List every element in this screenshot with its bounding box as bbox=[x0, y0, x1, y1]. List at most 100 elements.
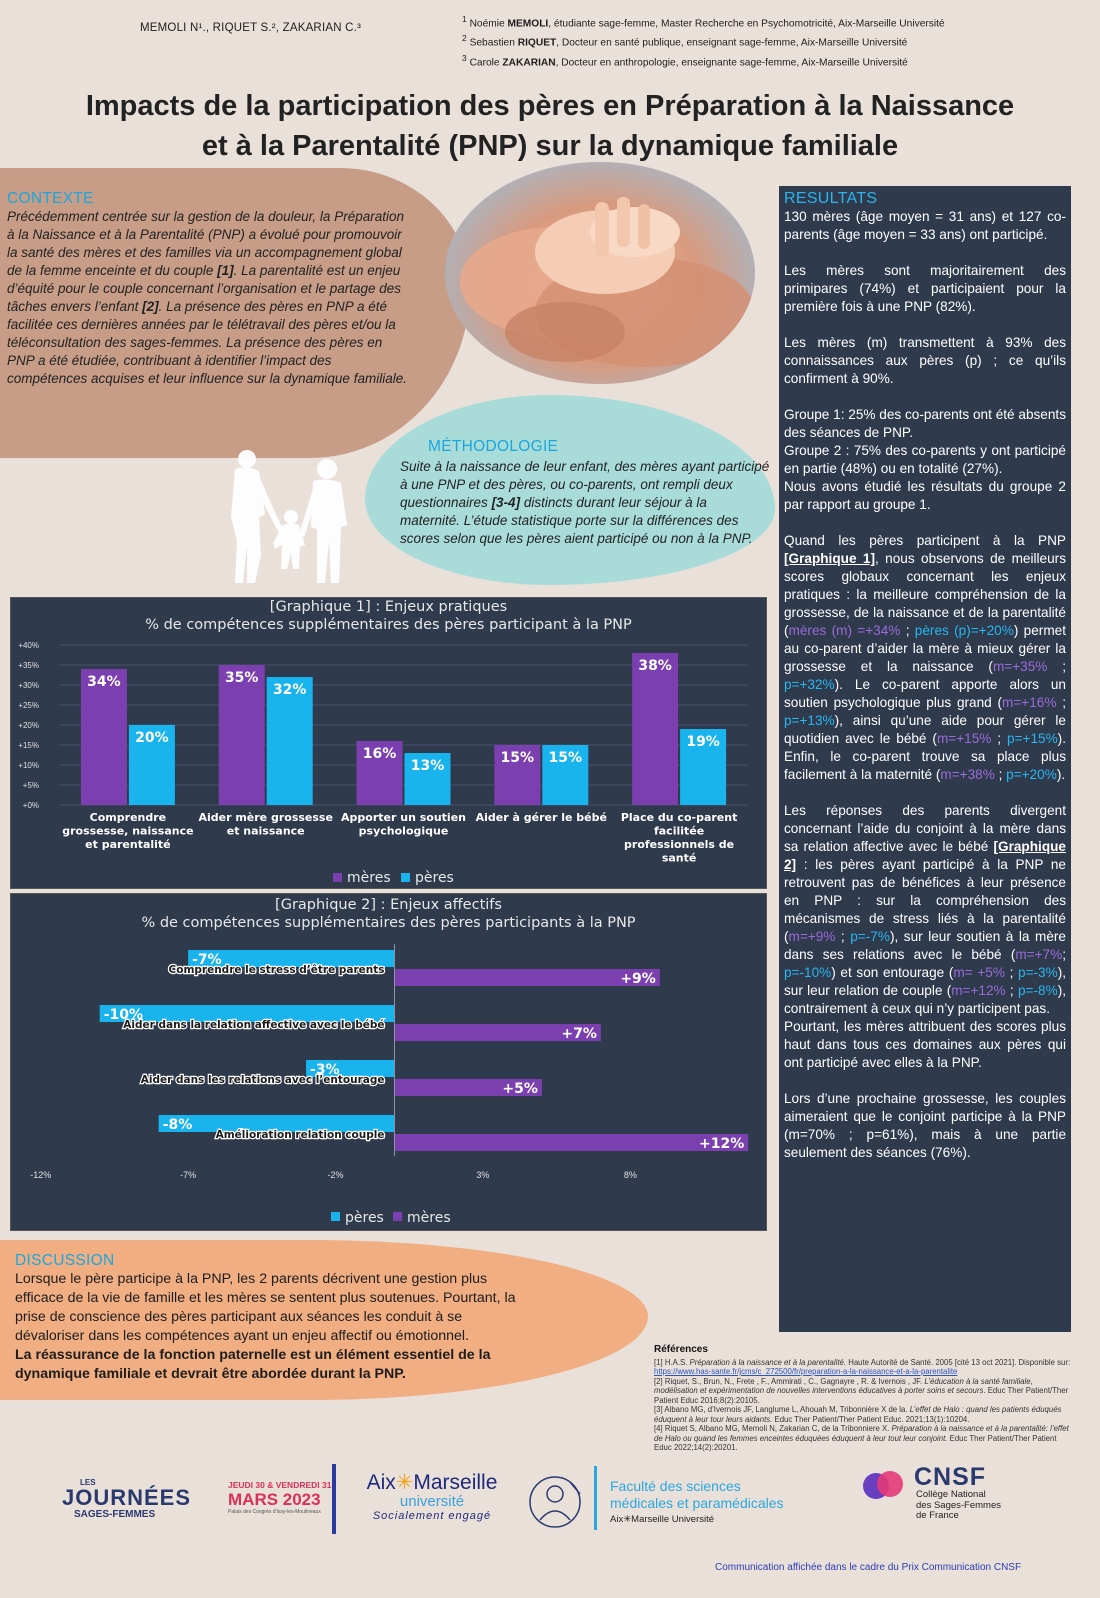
chart1-bar-pères bbox=[404, 753, 451, 805]
chart2-xtick: -2% bbox=[328, 1170, 344, 1180]
footer-note: Communication affichée dans le cadre du … bbox=[715, 1562, 1022, 1573]
chart1-data-label: 15% bbox=[501, 750, 535, 766]
chart1-ytick: +0% bbox=[23, 801, 39, 810]
discussion-section: DISCUSSION Lorsque le père participe à l… bbox=[15, 1252, 535, 1384]
chart1-legend-swatch bbox=[333, 873, 342, 882]
chart1-bar-pères bbox=[266, 677, 313, 805]
chart2-xtick: 8% bbox=[624, 1170, 637, 1180]
chart1-data-label: 19% bbox=[686, 734, 720, 750]
resultats-p1: 130 mères (âge moyen = 31 ans) et 127 co… bbox=[784, 209, 1066, 242]
chart2-bar-meres bbox=[394, 969, 660, 986]
amu-bar bbox=[332, 1464, 336, 1534]
affiliation-2: 2 Sebastien RIQUET, Docteur en santé pub… bbox=[462, 33, 908, 49]
chart1-svg: +0% +5% +10% +15% +20% +25% +30% +35% +40% 34% 20%… bbox=[18, 641, 748, 886]
chart1-ytick: +5% bbox=[23, 781, 39, 790]
chart2-legend-swatch bbox=[331, 1212, 340, 1221]
affiliation-1: 1 Noémie MEMOLI, étudiante sage-femme, M… bbox=[462, 14, 945, 30]
chart1-data-label: 15% bbox=[549, 750, 583, 766]
chart1-bar-pères bbox=[128, 725, 175, 805]
reference-3: [3] Albano MG, d’Ivernois JF, Langlume L… bbox=[654, 1405, 1062, 1424]
chart1-bar-pères bbox=[680, 729, 727, 805]
discussion-background bbox=[0, 1240, 648, 1400]
reference-4: [4] Riquet S, Albano MG, Memoli N, Zakar… bbox=[654, 1424, 1069, 1452]
chart2-svg: -7% +9% Comprendre le stress d’être parent… bbox=[30, 944, 749, 1226]
chart1-bar-pères bbox=[542, 745, 589, 805]
chart1-subtitle: % de compétences supplémentaires des pèr… bbox=[145, 617, 632, 633]
chart2-title: [Graphique 2] : Enjeux affectifs bbox=[275, 897, 502, 913]
resultats-p4a: Groupe 1: 25% des co-parents ont été abs… bbox=[784, 407, 1066, 440]
affiliations: 1 Noémie MEMOLI, étudiante sage-femme, M… bbox=[462, 12, 945, 70]
contexte-background bbox=[0, 168, 470, 458]
chart1-bar-mères bbox=[80, 669, 127, 805]
chart1-category-label: Aider mère grossesse bbox=[198, 811, 332, 824]
poster-title: Impacts de la participation des pères en… bbox=[85, 90, 1015, 162]
chart2-data-label: +12% bbox=[699, 1136, 744, 1152]
family-silhouette-icon bbox=[231, 450, 347, 583]
chart1-data-label: 38% bbox=[638, 658, 672, 674]
chart1-data-label: 35% bbox=[225, 670, 259, 686]
chart1-ytick: +30% bbox=[18, 681, 39, 690]
faculte-logo: Faculté des sciences médicales et paramé… bbox=[610, 1478, 784, 1525]
chart2-data-label: -3% bbox=[310, 1062, 340, 1078]
contexte-title: CONTEXTE bbox=[7, 190, 94, 207]
hands-photo bbox=[445, 162, 755, 384]
chart1-category-label: et naissance bbox=[227, 825, 305, 838]
chart1-ytick: +10% bbox=[18, 761, 39, 770]
chart2-data-label: +5% bbox=[502, 1081, 538, 1097]
chart2-bar-peres bbox=[188, 950, 395, 967]
resultats-p8: Lors d’une prochaine grossesse, les coup… bbox=[784, 1091, 1066, 1160]
chart1-bar-mères bbox=[632, 653, 679, 805]
chart1-data-label: 34% bbox=[87, 674, 121, 690]
reference-1-link[interactable]: https://www.has-sante.fr/jcms/c_272500/f… bbox=[654, 1367, 958, 1376]
chart1-category-label: santé bbox=[662, 852, 697, 865]
resultats-p2: Les mères sont majoritairement des primi… bbox=[784, 263, 1066, 314]
resultats-title: RESULTATS bbox=[784, 190, 878, 207]
chart2-legend-label: mères bbox=[407, 1210, 451, 1226]
resultats-p5: Quand les pères participent à la PNP [Gr… bbox=[784, 533, 1067, 782]
chart1-bar-mères bbox=[218, 665, 265, 805]
chart2-data-label: -7% bbox=[192, 952, 222, 968]
contexte-text: Précédemment centrée sur la gestion de l… bbox=[7, 209, 407, 386]
chart2-xtick: 3% bbox=[476, 1170, 489, 1180]
affiliation-3: 3 Carole ZAKARIAN, Docteur en anthropolo… bbox=[462, 52, 908, 69]
discussion-conclusion: La réassurance de la fonction paternelle… bbox=[15, 1347, 491, 1382]
chart1-title: [Graphique 1] : Enjeux pratiques bbox=[269, 599, 508, 615]
resultats-p3: Les mères (m) transmettent à 93% des con… bbox=[784, 335, 1066, 386]
resultats-p6: Les réponses des parents divergent conce… bbox=[784, 803, 1067, 1016]
chart1-bar-mères bbox=[494, 745, 541, 805]
graphique-2-link: [Graphique 2] bbox=[784, 839, 1066, 872]
chart1-legend-label: mères bbox=[347, 870, 391, 886]
chart1-category-label: Apporter un soutien bbox=[341, 811, 466, 824]
chart1-category-label: psychologique bbox=[359, 825, 449, 838]
references-title: Références bbox=[654, 1344, 708, 1355]
resultats-p4b: Groupe 2 : 75% des co-parents y ont part… bbox=[784, 443, 1066, 476]
discussion-text: Lorsque le père participe à la PNP, les … bbox=[15, 1271, 516, 1344]
methodologie-text: Suite à la naissance de leur enfant, des… bbox=[400, 459, 770, 546]
chart1-category-label: Place du co-parent bbox=[621, 811, 738, 824]
cnsf-logo: CNSF Collège National des Sages-Femmes d… bbox=[914, 1463, 1002, 1521]
chart2-category-label: Amélioration relation couple bbox=[216, 1129, 385, 1141]
chart1-ytick: +25% bbox=[18, 701, 39, 710]
chart2-xtick: -7% bbox=[180, 1170, 196, 1180]
methodologie-title: MÉTHODOLOGIE bbox=[428, 438, 559, 455]
chart1-data-label: 20% bbox=[135, 730, 169, 746]
resultats-panel: RESULTATS 130 mères (âge moyen = 31 ans)… bbox=[779, 186, 1071, 1332]
reference-1: [1] H.A.S. Préparation à la naissance et… bbox=[654, 1357, 1071, 1377]
chart1-category-label: facilitée bbox=[654, 825, 704, 838]
chart1-data-label: 16% bbox=[363, 746, 397, 762]
chart1-category-label: Aider à gérer le bébé bbox=[476, 811, 607, 824]
faculty-emblem-icon bbox=[529, 1476, 581, 1528]
chart2-data-label: +9% bbox=[620, 971, 656, 987]
chart2-bar-peres bbox=[158, 1115, 395, 1132]
faculty-bar bbox=[594, 1466, 604, 1530]
chart1-data-label: 32% bbox=[273, 682, 307, 698]
chart1-legend-swatch bbox=[401, 873, 410, 882]
chart2-category-label: Comprendre le stress d’être parents bbox=[169, 964, 385, 976]
chart2-bar-meres bbox=[394, 1134, 749, 1151]
chart1-category-label: professionnels de bbox=[624, 838, 734, 851]
chart2-xtick: -12% bbox=[30, 1170, 51, 1180]
aix-marseille-logo: Aix✳Marseille université Socialement eng… bbox=[366, 1471, 498, 1523]
journees-sages-femmes-logo: LES JOURNÉES SAGES-FEMMES bbox=[62, 1478, 192, 1520]
chart1-ytick: +35% bbox=[18, 661, 39, 670]
chart2-category-label: Aider dans les relations avec l’entourag… bbox=[141, 1074, 385, 1086]
